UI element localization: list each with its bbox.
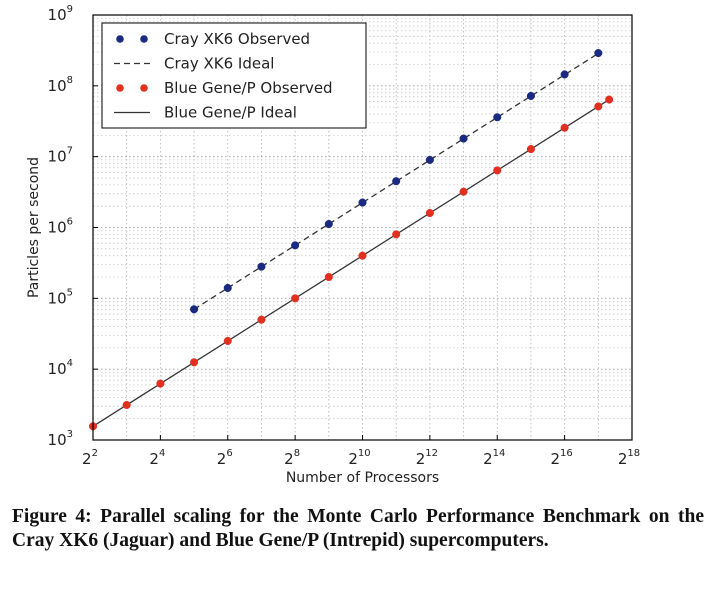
legend-label: Cray XK6 Observed (164, 30, 310, 48)
figure-caption: Figure 4: Parallel scaling for the Monte… (12, 506, 704, 551)
data-point (156, 379, 165, 388)
data-point (605, 95, 614, 104)
data-point (526, 91, 535, 100)
axis-ticks: 22 24 26 28 210 212 214 216 218 103 104 105 106 107 10… (48, 4, 641, 468)
data-point (560, 70, 569, 79)
data-point (190, 305, 199, 314)
y-tick-label: 107 (48, 146, 73, 166)
y-tick-label: 108 (48, 75, 73, 95)
data-point (291, 294, 300, 303)
legend-label: Cray XK6 Ideal (164, 55, 274, 73)
y-axis-label: Particles per second (26, 157, 42, 298)
y-tick-label: 104 (48, 358, 73, 378)
data-point (560, 123, 569, 132)
data-point (358, 198, 367, 207)
y-tick-label: 103 (48, 429, 73, 449)
y-tick-label: 106 (48, 217, 73, 237)
x-tick-label: 218 (618, 448, 640, 468)
x-tick-label: 210 (348, 448, 370, 468)
x-tick-label: 28 (284, 448, 300, 468)
data-point (459, 134, 468, 143)
observed-points (88, 49, 614, 431)
data-point (392, 230, 401, 239)
data-point (223, 283, 232, 293)
data-point (526, 145, 535, 154)
data-point (324, 272, 333, 282)
data-point (122, 400, 131, 410)
data-point (257, 262, 266, 271)
legend-marker (116, 35, 124, 43)
x-tick-label: 26 (217, 448, 233, 468)
data-point (257, 315, 266, 324)
data-point (223, 336, 232, 346)
data-point (425, 208, 434, 218)
data-point (493, 113, 502, 122)
legend-marker (140, 35, 148, 43)
data-point (392, 177, 401, 186)
data-point (594, 49, 603, 58)
legend-marker (116, 84, 124, 92)
x-tick-label: 212 (416, 448, 438, 468)
y-tick-label: 109 (48, 4, 73, 24)
data-point (190, 358, 199, 367)
x-tick-label: 214 (483, 448, 505, 468)
data-point (324, 219, 333, 229)
data-point (459, 187, 468, 196)
legend-label: Blue Gene/P Observed (164, 79, 333, 97)
x-tick-label: 216 (550, 448, 572, 468)
data-point (493, 166, 502, 175)
data-point (594, 102, 603, 111)
data-point (358, 251, 367, 260)
x-tick-label: 22 (82, 448, 98, 468)
x-tick-label: 24 (149, 448, 165, 468)
y-tick-label: 105 (48, 287, 73, 307)
x-axis-label: Number of Processors (286, 470, 439, 486)
scaling-chart: 22 24 26 28 210 212 214 216 218 103 104 105 106 107 10… (26, 4, 641, 486)
data-point (291, 241, 300, 250)
legend: Cray XK6 Observed Cray XK6 Ideal Blue Gene… (101, 22, 367, 129)
legend-label: Blue Gene/P Ideal (164, 104, 297, 122)
legend-marker (140, 84, 148, 92)
series-line (92, 99, 610, 427)
ideal-lines (92, 52, 610, 427)
data-point (425, 155, 434, 164)
